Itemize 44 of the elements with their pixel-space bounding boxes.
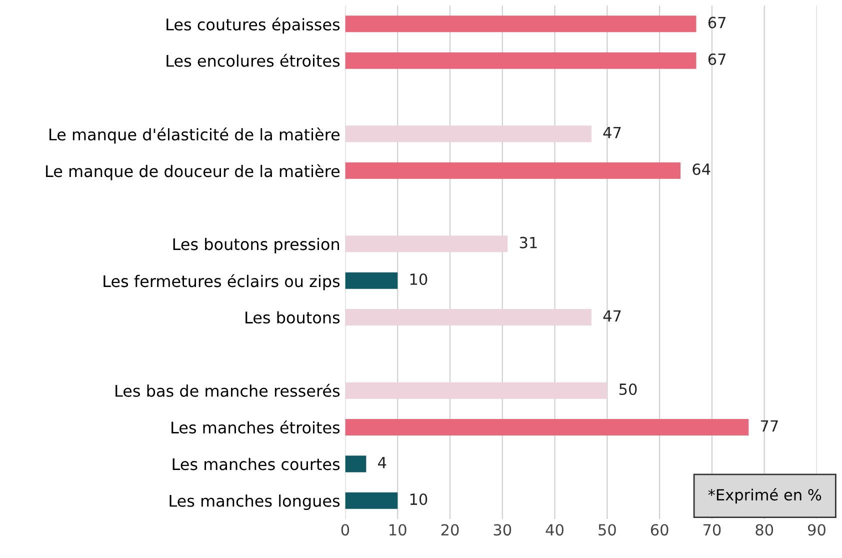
y-tick-label: Le manque de douceur de la matière xyxy=(46,164,340,180)
x-tick-label: 40 xyxy=(546,524,564,536)
bar xyxy=(345,419,749,436)
data-label: 64 xyxy=(692,163,710,176)
bar xyxy=(345,272,398,289)
x-tick-label: 10 xyxy=(390,524,406,536)
y-tick-label: Les bas de manche resserés xyxy=(116,384,340,397)
bar xyxy=(345,236,508,252)
data-label: 10 xyxy=(410,273,428,286)
data-label: 10 xyxy=(410,493,428,506)
data-label: 47 xyxy=(603,126,621,138)
bar xyxy=(345,126,592,142)
data-label: 50 xyxy=(619,383,637,396)
bar xyxy=(345,382,608,399)
y-tick-label: Les manches longues xyxy=(170,494,340,510)
data-label: 67 xyxy=(708,16,726,28)
y-tick-label: Les manches étroites xyxy=(172,420,340,434)
bar xyxy=(345,52,696,69)
x-tick-label: 0 xyxy=(341,524,350,536)
y-tick-label: Les fermetures éclairs ou zips xyxy=(104,274,340,290)
data-label: 47 xyxy=(603,310,621,322)
y-tick-label: Les boutons pression xyxy=(173,238,340,254)
y-tick-label: Les encolures étroites xyxy=(166,54,340,67)
bar xyxy=(345,456,366,472)
x-tick-label: 70 xyxy=(703,524,721,536)
y-tick-label: Le manque d'élasticité de la matière xyxy=(50,128,340,144)
annotation: *Exprimé en % xyxy=(708,488,822,504)
bar xyxy=(345,162,681,179)
bar xyxy=(345,16,696,32)
data-label: 4 xyxy=(378,457,386,468)
bar xyxy=(345,492,398,509)
x-tick-label: 80 xyxy=(756,524,774,536)
y-tick-label: Les boutons xyxy=(246,311,340,324)
data-label: 77 xyxy=(760,420,778,432)
data-label: 31 xyxy=(520,236,537,248)
x-tick-label: 30 xyxy=(494,524,512,536)
y-tick-label: Les coutures épaisses xyxy=(166,18,340,34)
x-tick-label: 50 xyxy=(598,524,616,536)
y-tick-label: Les manches courtes xyxy=(172,458,340,470)
x-tick-label: 20 xyxy=(441,524,459,536)
data-label: 67 xyxy=(708,53,726,66)
x-tick-label: 60 xyxy=(650,524,668,536)
bar xyxy=(345,309,592,326)
x-tick-label: 90 xyxy=(808,524,826,536)
